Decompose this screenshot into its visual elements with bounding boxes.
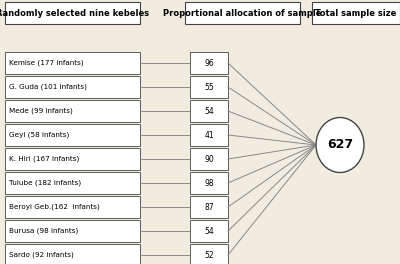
Bar: [190, 52, 228, 74]
Bar: [5, 196, 140, 218]
Bar: [5, 244, 140, 264]
Bar: [190, 244, 228, 264]
Text: Geyi (58 infants): Geyi (58 infants): [9, 132, 69, 138]
Text: Mede (99 infants): Mede (99 infants): [9, 108, 73, 114]
Bar: [5, 148, 140, 170]
Text: Tulube (182 infants): Tulube (182 infants): [9, 180, 81, 186]
Bar: [190, 76, 228, 98]
Ellipse shape: [316, 117, 364, 172]
Bar: [5, 2, 140, 24]
Text: 98: 98: [204, 178, 214, 187]
Bar: [190, 172, 228, 194]
Text: 54: 54: [204, 106, 214, 116]
Text: Total sample size: Total sample size: [315, 8, 397, 17]
Text: 54: 54: [204, 227, 214, 235]
Bar: [312, 2, 400, 24]
Bar: [190, 124, 228, 146]
Text: Beroyi Geb.(162  infants): Beroyi Geb.(162 infants): [9, 204, 100, 210]
Text: Proportional allocation of sample: Proportional allocation of sample: [163, 8, 322, 17]
Text: 55: 55: [204, 82, 214, 92]
Bar: [190, 196, 228, 218]
Text: Kemise (177 infants): Kemise (177 infants): [9, 60, 84, 66]
Text: Sardo (92 infants): Sardo (92 infants): [9, 252, 74, 258]
Text: 52: 52: [204, 251, 214, 260]
Text: 90: 90: [204, 154, 214, 163]
Bar: [5, 100, 140, 122]
Text: 627: 627: [327, 139, 353, 152]
Bar: [190, 220, 228, 242]
Bar: [5, 124, 140, 146]
Text: Randomly selected nine kebeles: Randomly selected nine kebeles: [0, 8, 149, 17]
Text: Burusa (98 infants): Burusa (98 infants): [9, 228, 78, 234]
Bar: [5, 172, 140, 194]
Bar: [190, 100, 228, 122]
Bar: [185, 2, 300, 24]
Bar: [5, 220, 140, 242]
Text: 41: 41: [204, 130, 214, 139]
Text: 96: 96: [204, 59, 214, 68]
Bar: [5, 52, 140, 74]
Text: K. Hiri (167 infants): K. Hiri (167 infants): [9, 156, 79, 162]
Text: G. Guda (101 infants): G. Guda (101 infants): [9, 84, 87, 90]
Bar: [190, 148, 228, 170]
Text: 87: 87: [204, 202, 214, 211]
Bar: [5, 76, 140, 98]
